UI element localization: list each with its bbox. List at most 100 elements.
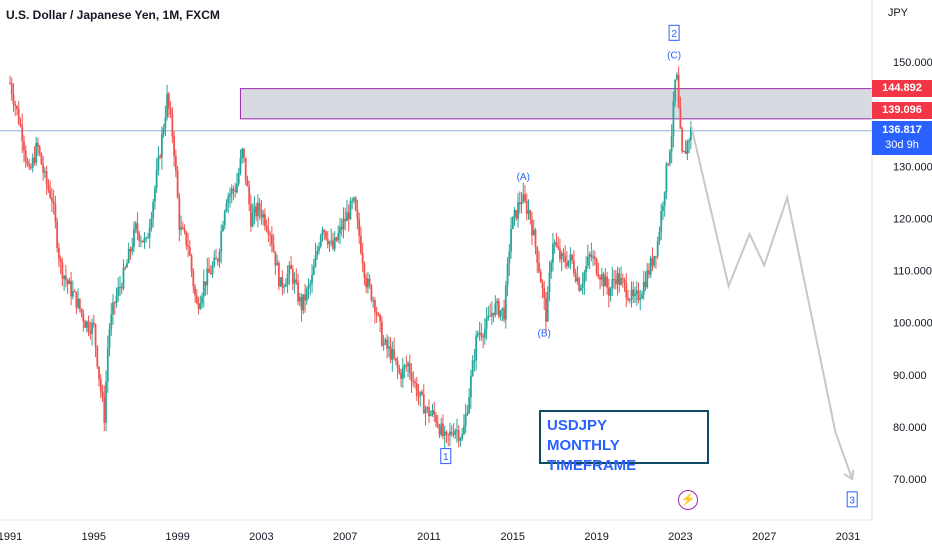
candle [487, 306, 490, 321]
candle [616, 266, 619, 296]
candle [82, 309, 85, 332]
candle [202, 269, 205, 308]
supply-zone[interactable] [239, 88, 873, 120]
candle [236, 172, 238, 194]
candle [620, 266, 622, 286]
candle [218, 248, 221, 268]
candle [662, 201, 664, 221]
candle [298, 292, 301, 307]
candle [660, 203, 663, 240]
wave-label[interactable]: (C) [667, 51, 681, 62]
candle [353, 196, 355, 204]
candle [641, 290, 643, 300]
wave-label[interactable]: 3 [846, 491, 858, 508]
x-tick-label: 1995 [82, 531, 106, 543]
current-price-tag: 136.817 30d 9h [872, 121, 932, 155]
wave-label[interactable]: (A) [517, 172, 530, 183]
candle [346, 200, 348, 222]
wave-label[interactable]: (B) [538, 329, 551, 340]
candle [234, 182, 237, 198]
candle [464, 403, 467, 434]
candle [585, 256, 588, 282]
candle [258, 198, 261, 220]
candle [672, 91, 675, 148]
candle [569, 247, 572, 270]
candle [330, 228, 333, 247]
candle [670, 124, 673, 164]
candle [105, 370, 107, 432]
annotation-line-1: USDJPY [547, 417, 608, 434]
candle [405, 355, 408, 372]
candle [286, 265, 289, 294]
flash-icon[interactable]: ⚡ [678, 490, 698, 510]
candle [449, 422, 451, 447]
candle [134, 221, 137, 234]
candle [648, 263, 650, 279]
candle [277, 260, 280, 291]
chart-title: U.S. Dollar / Japanese Yen, 1M, FXCM [6, 8, 220, 22]
candle [61, 257, 64, 287]
candle [387, 336, 390, 358]
candle [356, 199, 359, 230]
candle [552, 233, 554, 272]
svg-text:2: 2 [671, 29, 677, 40]
candle [483, 318, 486, 345]
candle [250, 194, 252, 232]
candle [419, 391, 422, 407]
candle [415, 377, 418, 401]
projection-path[interactable] [689, 124, 854, 480]
candle [473, 349, 476, 372]
candle [545, 291, 547, 333]
candle [490, 301, 493, 325]
candle [543, 281, 546, 310]
candle [368, 274, 371, 289]
wave-label[interactable]: 1 [440, 448, 452, 465]
candle [581, 272, 584, 295]
wave-label[interactable]: 2 [668, 24, 680, 41]
annotation-box[interactable]: USDJPY MONTHLY TIMEFRAME [539, 410, 709, 474]
annotation-line-2: MONTHLY TIMEFRAME [547, 437, 637, 474]
y-tick-label: 110.000 [893, 266, 932, 278]
candle [325, 230, 327, 241]
candle [682, 150, 685, 153]
candle [677, 66, 680, 109]
candle [393, 337, 395, 361]
candle [410, 363, 413, 394]
candle [113, 301, 116, 315]
candle [167, 91, 170, 118]
candle [143, 232, 146, 249]
candle [450, 425, 453, 437]
candle [606, 271, 608, 295]
candle [656, 236, 659, 260]
candle [485, 307, 488, 340]
candle [30, 163, 32, 170]
candle [73, 289, 76, 293]
candle [10, 77, 13, 101]
candle [31, 153, 34, 173]
candle [372, 296, 375, 308]
candle [360, 226, 362, 255]
candle [421, 389, 423, 396]
candle [157, 146, 160, 176]
candle [44, 167, 46, 179]
candle [26, 157, 29, 167]
candle [361, 242, 364, 273]
candle [201, 292, 203, 309]
candle [649, 255, 652, 279]
candle [160, 126, 163, 170]
candle [284, 278, 287, 288]
current-price-value: 136.817 [882, 124, 922, 136]
candle [263, 208, 266, 231]
candle [164, 105, 167, 137]
candle [206, 258, 209, 295]
candle [386, 334, 388, 359]
candle [194, 284, 196, 303]
price-axis: 150.000140.000130.000120.000110.000100.0… [871, 0, 932, 520]
candle [197, 297, 200, 315]
candle [291, 264, 294, 291]
candle [57, 242, 60, 268]
candle [676, 72, 678, 81]
candle [436, 414, 439, 429]
candle [316, 245, 319, 260]
